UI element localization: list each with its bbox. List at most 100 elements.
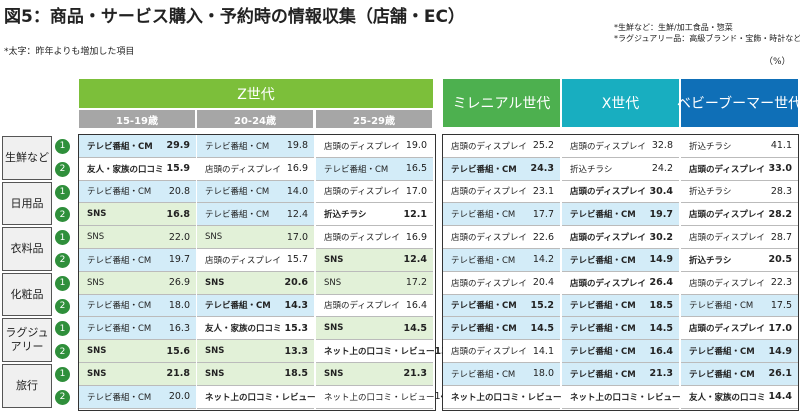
rank: 2 [55,298,70,314]
cell-item: 折込チラシ [324,210,367,221]
category-label: 衣料品 [2,227,52,271]
cell-value: 22.3 [770,277,792,289]
cell-item: 友人・家族の口コミ [87,164,164,175]
cell-value: 28.2 [768,208,792,220]
cell-item: テレビ番組・CM [451,369,516,380]
cell: テレビ番組・CM 14.9 [562,249,679,272]
cell: 店頭のディスプレイ 22.3 [681,271,798,295]
cell-value: 19.8 [286,140,308,152]
cell-item: テレビ番組・CM [570,347,636,358]
cell-item: テレビ番組・CM [205,210,270,221]
cell-value: 19.7 [649,208,673,220]
cell-value: 21.8 [166,368,190,380]
cell-item: テレビ番組・CM [87,255,152,266]
cell-item: 店頭のディスプレイ [570,233,646,244]
cell: SNS 14.5 [316,317,433,341]
cell-value: 20.5 [768,254,792,266]
category-text: ラグジュ [5,326,49,340]
cell-item: 折込チラシ [570,164,613,175]
cell-item: SNS [87,277,105,288]
cell-value: 26.9 [168,277,190,289]
cell-item: 店頭のディスプレイ [570,187,646,198]
cell: SNS 13.3 [197,340,314,363]
cell: 店頭のディスプレイ 16.4 [316,294,433,318]
cell-value: 16.8 [166,208,190,220]
cell-value: 14.1 [532,345,554,357]
cell-item: テレビ番組・CM [205,301,271,312]
cell: 店頭のディスプレイ 26.4 [562,271,679,295]
cell-value: 17.0 [286,231,308,243]
cell-item: 店頭のディスプレイ [689,324,765,335]
cell-value: 29.9 [166,140,190,152]
cell-value: 14.9 [768,345,792,357]
cell-item: 友人・家族の口コミ [205,324,282,335]
cell-item: テレビ番組・CM [87,392,152,403]
cell-value: 15.6 [166,345,190,357]
cell: SNS 21.3 [316,363,433,386]
cell: 折込チラシ 28.3 [681,180,798,204]
cell-value: 20.4 [532,277,554,289]
cell-value: 25.2 [532,140,554,152]
cell-item: 店頭のディスプレイ [324,187,400,198]
category-label: 生鮮など [2,136,52,180]
cell-value: 14.5 [530,322,554,334]
cell-value: 33.0 [768,163,792,175]
cell-value: 12.4 [286,208,308,220]
cell-item: 店頭のディスプレイ [324,301,400,312]
cell-value: 41.1 [770,140,792,152]
cell: テレビ番組・CM 20.0 [79,385,196,409]
cell: テレビ番組・CM 16.4 [562,340,679,363]
cell-item: テレビ番組・CM [570,210,636,221]
cell-item: テレビ番組・CM [324,164,389,175]
group-header: X世代 [562,79,679,127]
cell-item: テレビ番組・CM [87,187,152,198]
cell-item: テレビ番組・CM [205,141,270,152]
cell: SNS 18.5 [197,363,314,386]
cell: SNS 17.0 [197,226,314,249]
cell-item: 店頭のディスプレイ [324,233,400,244]
category-text: アリー [10,340,44,354]
cell-item: 折込チラシ [689,255,732,266]
cell-value: 14.9 [649,254,673,266]
category-label: 旅行 [2,364,52,408]
cell-item: 店頭のディスプレイ [451,141,527,152]
cell-value: 14.3 [284,299,308,311]
cell-item: 店頭のディスプレイ [205,164,281,175]
cell-item: 店頭のディスプレイ [451,347,527,358]
cell-value: 15.9 [166,163,190,175]
cell: テレビ番組・CM 19.7 [79,249,196,272]
cell-item: 友人・家族の口コミ [689,392,766,403]
cell: 店頭のディスプレイ 32.8 [562,135,679,158]
cell-item: テレビ番組・CM [451,164,517,175]
cell-item: SNS [87,232,105,243]
cell-item: SNS [324,368,344,379]
rank: 2 [55,389,70,405]
rank: 2 [55,344,70,360]
cell-value: 14.2 [532,254,554,266]
cell: テレビ番組・CM 14.5 [562,317,679,341]
note: *生鮮など：生鮮/加工食品・惣菜 [614,23,733,32]
group-header: ミレニアル世代 [443,79,560,127]
cell: テレビ番組・CM 12.4 [197,203,314,227]
cell: テレビ番組・CM 14.9 [681,340,798,363]
cell-item: ネット上の口コミ・レビュー [570,392,681,403]
cell-value: 18.5 [284,368,308,380]
cell-value: 14.4 [768,391,792,403]
cell: テレビ番組・CM 17.5 [681,294,798,318]
cell-item: 店頭のディスプレイ [689,233,765,244]
cell: 店頭のディスプレイ 22.6 [443,226,560,249]
cell: SNS 12.4 [316,249,433,272]
cell-value: 24.2 [651,163,673,175]
cell: テレビ番組・CM 26.1 [681,363,798,386]
cell: 折込チラシ 24.2 [562,157,679,181]
note: *ラグジュアリー品：高級ブランド・宝飾・時計など [614,34,800,43]
cell-item: テレビ番組・CM [689,369,755,380]
cell-value: 20.6 [284,277,308,289]
cell: ネット上の口コミ・レビュー16.4 [197,385,339,409]
cell: テレビ番組・CM 14.3 [197,294,314,318]
cell-value: 17.0 [405,185,427,197]
cell: テレビ番組・CM 21.3 [562,363,679,386]
rank: 1 [55,138,70,154]
cell: SNS 22.0 [79,226,196,249]
cell-value: 23.1 [532,185,554,197]
